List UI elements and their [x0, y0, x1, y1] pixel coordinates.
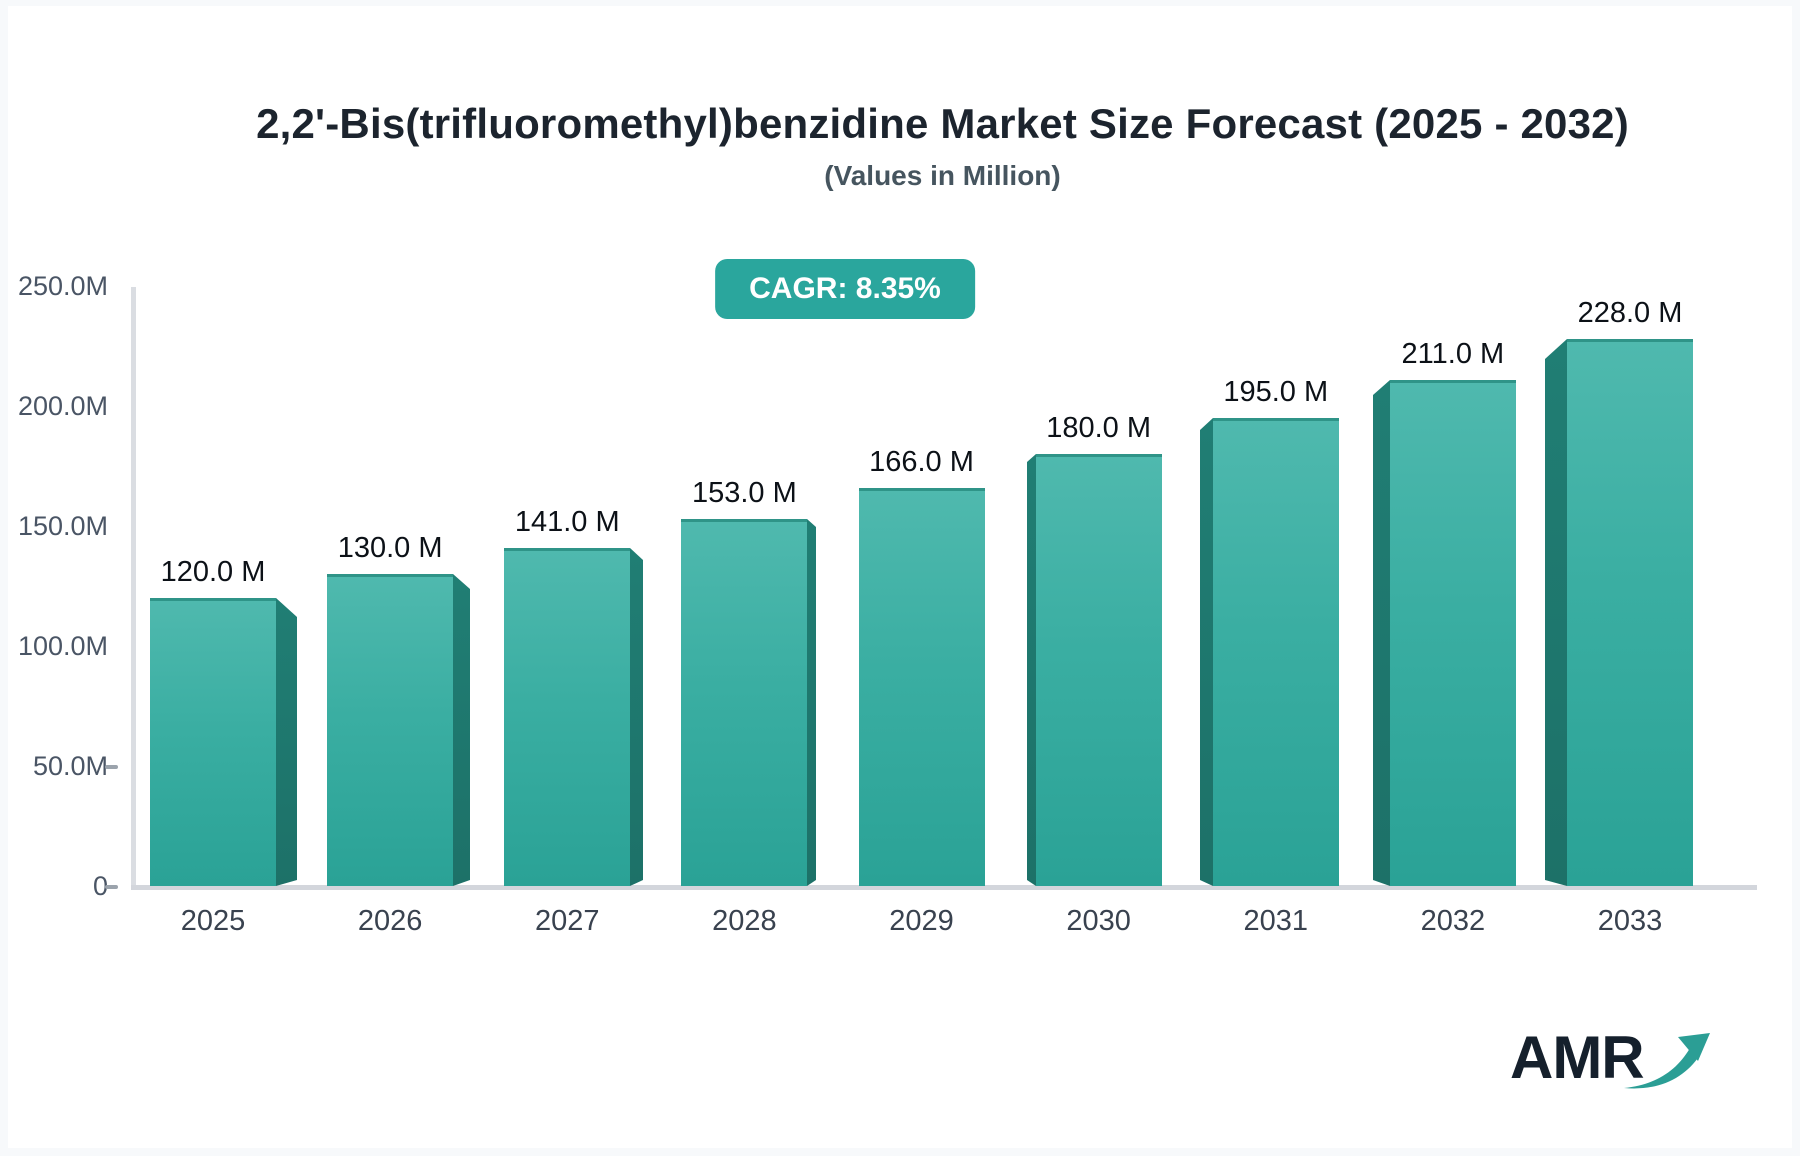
- bar-side-2026: [453, 574, 470, 886]
- bar-side-2031: [1200, 418, 1213, 886]
- bar-2030: [1036, 454, 1162, 886]
- bar-value-label: 166.0 M: [869, 446, 974, 478]
- y-tick-label: 150.0M: [17, 511, 108, 541]
- x-tick-label-2031: 2031: [1243, 905, 1308, 937]
- cagr-badge: CAGR: 8.35%: [715, 259, 975, 319]
- bar-side-2027: [630, 548, 643, 886]
- bar-value-label: 141.0 M: [514, 506, 620, 538]
- bar-value-label: 180.0 M: [1046, 412, 1152, 444]
- x-tick-label-2026: 2026: [357, 905, 423, 937]
- bar-side-2032: [1373, 380, 1390, 886]
- bar-value-label: 228.0 M: [1577, 297, 1683, 329]
- bar-side-2028: [807, 519, 816, 886]
- bar-side-2025: [276, 598, 297, 886]
- x-axis-line: [131, 885, 1757, 890]
- y-tick-label: 50.0M: [32, 751, 108, 781]
- y-tick-label: 250.0M: [17, 271, 108, 301]
- bar-2026: [327, 574, 453, 886]
- x-tick-label-2030: 2030: [1066, 905, 1131, 937]
- trend-arrow-icon: [1622, 1030, 1714, 1097]
- x-tick-label-2027: 2027: [534, 905, 600, 937]
- x-tick-label-2025: 2025: [180, 905, 246, 937]
- y-axis-line: [131, 287, 136, 890]
- bar-2029: [859, 488, 985, 886]
- y-tick-label: 200.0M: [17, 391, 108, 421]
- x-tick-label-2029: 2029: [889, 905, 954, 937]
- amr-logo: AMR: [1510, 1024, 1710, 1098]
- chart-subtitle: (Values in Million): [824, 160, 1061, 191]
- bar-2025: [150, 598, 276, 886]
- bar-2031: [1213, 418, 1339, 886]
- y-tick-label: 100.0M: [17, 631, 108, 661]
- bar-side-2033: [1545, 339, 1567, 886]
- bar-2028: [681, 519, 807, 886]
- bar-value-label: 153.0 M: [691, 477, 797, 509]
- bar-value-label: 195.0 M: [1223, 376, 1329, 408]
- y-tick-mark: [105, 765, 118, 769]
- x-tick-label-2033: 2033: [1597, 905, 1663, 937]
- bar-2032: [1390, 380, 1516, 886]
- bar-side-2030: [1027, 454, 1036, 886]
- chart-title: 2,2'-Bis(trifluoromethyl)benzidine Marke…: [256, 100, 1629, 147]
- bar-2033: [1567, 339, 1693, 886]
- x-tick-label-2032: 2032: [1420, 905, 1486, 937]
- bar-value-label: 120.0 M: [160, 556, 266, 588]
- amr-logo-text: AMR: [1510, 1024, 1645, 1091]
- y-tick-label: 0: [92, 871, 108, 901]
- x-tick-label-2028: 2028: [712, 905, 777, 937]
- bar-value-label: 130.0 M: [337, 532, 443, 564]
- y-tick-mark: [105, 885, 118, 889]
- bar-value-label: 211.0 M: [1401, 338, 1505, 370]
- bar-2027: [504, 548, 630, 886]
